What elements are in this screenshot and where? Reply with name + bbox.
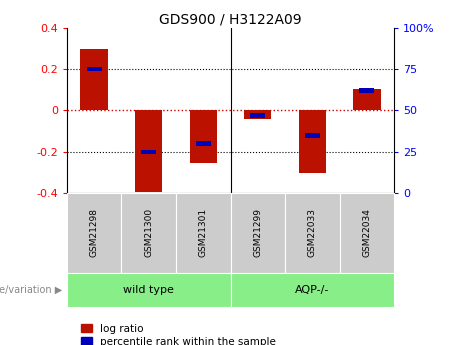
Text: GSM22034: GSM22034 [362,208,372,257]
Bar [305,133,320,138]
Text: GSM21298: GSM21298 [89,208,99,257]
Bar [353,89,380,110]
Bar [189,110,217,163]
Bar [87,67,101,71]
Bar [250,113,265,118]
Bar [81,49,108,110]
Text: GDS900 / H3122A09: GDS900 / H3122A09 [159,12,302,26]
Bar [135,110,162,192]
Text: wild type: wild type [123,285,174,295]
Bar [360,88,374,93]
Bar [196,141,211,146]
Text: AQP-/-: AQP-/- [295,285,330,295]
Bar [141,149,156,154]
Bar [299,110,326,172]
Text: GSM21299: GSM21299 [253,208,262,257]
Text: GSM21300: GSM21300 [144,208,153,257]
Bar [244,110,272,119]
Text: GSM21301: GSM21301 [199,208,208,257]
Text: genotype/variation ▶: genotype/variation ▶ [0,285,62,295]
Text: GSM22033: GSM22033 [308,208,317,257]
Legend: log ratio, percentile rank within the sample: log ratio, percentile rank within the sa… [81,324,276,345]
